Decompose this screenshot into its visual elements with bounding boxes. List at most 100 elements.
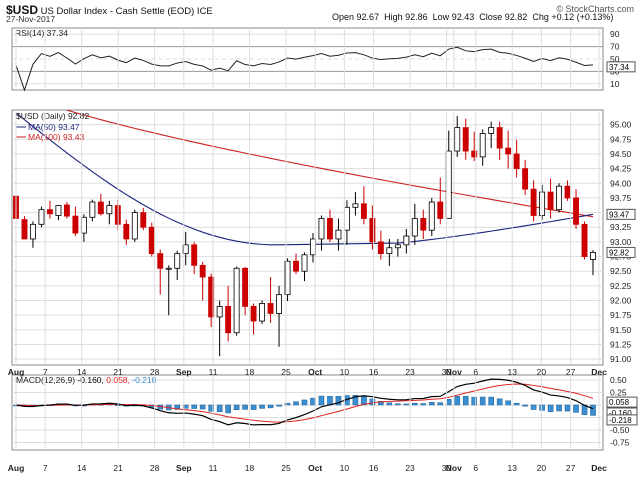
candle-body — [496, 127, 503, 149]
macd-label-part: MACD(12,26,9) — [16, 375, 77, 385]
symbol: $USD — [6, 3, 39, 17]
macd-histogram-bar — [547, 404, 554, 412]
ohlc-summary: Open 92.67 High 92.86 Low 92.43 Close 92… — [332, 12, 613, 22]
x-tick-label: 13 — [507, 463, 517, 473]
macd-signal-tag — [606, 396, 638, 408]
candle-body — [55, 205, 62, 216]
candle-body — [352, 203, 359, 208]
candle-body — [547, 191, 554, 211]
candle-body — [30, 223, 36, 240]
candle-body — [360, 203, 367, 219]
open-label: Open — [332, 12, 355, 22]
price-tick-label: 92.50 — [610, 266, 632, 276]
x-tick-label: Dec — [591, 463, 607, 473]
candle-body — [191, 244, 198, 266]
candle-body — [505, 147, 512, 155]
x-tick-label-upper: Nov — [446, 367, 462, 377]
x-tick-label-upper: Aug — [8, 367, 25, 377]
candle-body — [148, 226, 155, 255]
macd-histogram-bar — [369, 398, 376, 406]
macd-value-tag-text: -0.160 — [609, 409, 632, 418]
candle-body — [182, 244, 189, 255]
x-tick-label: 14 — [77, 463, 87, 473]
price-tick-label: 94.25 — [610, 164, 632, 174]
candle-body — [539, 191, 546, 216]
low-value: 92.43 — [451, 12, 475, 22]
candle-body — [437, 201, 444, 219]
macd-histogram-bar — [496, 398, 503, 406]
candle-body — [199, 264, 206, 278]
candle-body — [157, 253, 164, 269]
candle-body — [165, 267, 172, 270]
x-tick-label: 6 — [473, 463, 478, 473]
x-tick-label-upper: Sep — [176, 367, 192, 377]
x-tick-label: Sep — [176, 463, 192, 473]
rsi-tick-label: 70 — [610, 42, 620, 52]
candle-body — [225, 305, 232, 334]
x-tick-label-upper: 25 — [281, 367, 291, 377]
macd-label-part: -0.218 — [132, 375, 156, 385]
price-tick-label: 93.25 — [610, 222, 632, 232]
macd-histogram-bar — [208, 404, 214, 412]
candle-body — [386, 247, 393, 255]
macd-hist-tag — [606, 414, 638, 426]
macd-histogram-bar — [216, 404, 223, 412]
candle-body — [462, 127, 469, 152]
x-tick-label: 23 — [405, 463, 415, 473]
header-line-2: 27-Nov-2017 — [6, 14, 55, 24]
x-tick-label-upper: 7 — [43, 367, 48, 377]
macd-histogram-bar — [479, 396, 486, 406]
date: 27-Nov-2017 — [6, 14, 56, 24]
macd-histogram-bar — [267, 404, 274, 409]
candle-body — [513, 153, 520, 170]
candle-body — [420, 218, 427, 231]
ma50-line — [15, 112, 594, 246]
high-value: 92.86 — [405, 12, 428, 22]
rsi-tick-label: 50 — [610, 54, 620, 64]
macd-hist-tag-text: -0.218 — [609, 416, 632, 425]
price-tick-label: 94.50 — [610, 149, 632, 159]
price-tick-label: 94.00 — [610, 178, 632, 188]
macd-histogram-bar — [513, 402, 520, 406]
price-panel: 95.0094.7594.5094.2594.0093.7593.5093.25… — [11, 109, 636, 366]
close-value: 92.82 — [504, 12, 528, 22]
macd-histogram-bar — [412, 402, 418, 406]
candle-body — [318, 218, 325, 240]
candle-body — [72, 215, 79, 234]
x-axis: Aug Aug 7 7 14 14 21 21 28 28 Sep Sep 11 11 18 18 25 25 Oc… — [8, 28, 607, 473]
candle-body — [216, 305, 223, 318]
price-legend: $USD (Daily) 92.82 — [16, 111, 89, 121]
candle-body — [208, 276, 215, 318]
candle-body — [301, 254, 308, 272]
macd-line — [15, 378, 594, 426]
macd-histogram-bar — [199, 404, 206, 410]
x-tick-label: Aug — [8, 463, 25, 473]
ma50-value-tag-text: 93.47 — [609, 210, 630, 219]
x-tick-label-upper: 16 — [369, 367, 379, 377]
x-tick-label: 10 — [340, 463, 350, 473]
price-tick-label: 91.75 — [610, 310, 632, 320]
macd-histogram-bar — [259, 404, 265, 409]
close-value-tag-text: 92.82 — [609, 248, 630, 257]
macd-panel: 0.500.250.00-0.25-0.50-0.75MACD(12,26,9)… — [11, 374, 638, 451]
candle-body — [250, 305, 257, 322]
high-label: High — [384, 12, 403, 22]
candle-body — [581, 223, 588, 257]
macd-histogram-bar — [318, 395, 325, 406]
macd-histogram-bar — [488, 396, 494, 406]
candle-body — [89, 201, 96, 218]
candle-body — [343, 206, 350, 231]
candle-body — [267, 303, 274, 314]
candle-body — [276, 294, 282, 314]
x-tick-label: 27 — [566, 463, 576, 473]
x-tick-label-upper: 23 — [405, 367, 415, 377]
candle-body — [411, 218, 418, 237]
macd-histogram-bar — [225, 404, 231, 414]
price-tick-label: 94.75 — [610, 134, 632, 144]
price-frame — [11, 109, 604, 366]
rsi-line — [15, 46, 594, 92]
macd-tick-label: -0.75 — [610, 438, 630, 448]
macd-histogram-bar — [174, 404, 181, 410]
x-tick-label-upper: 21 — [113, 367, 123, 377]
price-tick-label: 95.00 — [610, 120, 632, 130]
